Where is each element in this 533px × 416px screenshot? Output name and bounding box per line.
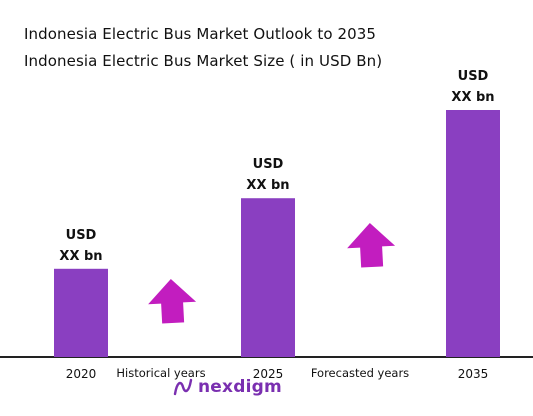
x-tick-2035: 2035	[458, 367, 489, 381]
nexdigm-logo-icon	[173, 378, 193, 396]
x-tick-2025: 2025	[253, 367, 284, 381]
growth-arrow-historical	[148, 279, 197, 324]
bar-2025	[241, 198, 295, 357]
bar-2020	[54, 268, 108, 357]
brand-name: nexdigm	[198, 377, 282, 397]
x-tick-2020: 2020	[66, 367, 97, 381]
data-label-2035-line2: XX bn	[451, 90, 494, 105]
bar-2035	[446, 110, 500, 357]
data-label-2035-line1: USD	[458, 69, 489, 84]
period-label-1: Historical years	[116, 366, 205, 380]
data-label-2020-line1: USD	[66, 228, 97, 243]
period-label-2: Forecasted years	[311, 366, 409, 380]
chart-title: Indonesia Electric Bus Market Outlook to…	[24, 25, 377, 43]
chart-subtitle: Indonesia Electric Bus Market Size ( in …	[24, 52, 383, 70]
brand-logo: nexdigm	[172, 376, 282, 398]
data-label-2025-line1: USD	[253, 157, 284, 172]
data-label-2025-line2: XX bn	[246, 178, 289, 193]
data-label-2020-line2: XX bn	[59, 249, 102, 264]
growth-arrow-forecast	[347, 223, 396, 268]
